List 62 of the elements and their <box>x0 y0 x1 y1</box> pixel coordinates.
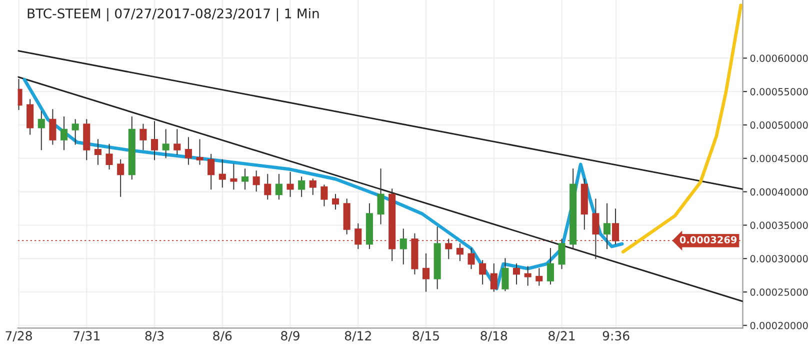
candlestick <box>241 168 249 190</box>
x-tick-label: 8/9 <box>281 331 300 342</box>
candlestick <box>94 139 102 165</box>
candlestick <box>140 124 147 150</box>
y-tick-label: 0.00030000 <box>750 255 808 262</box>
x-tick-label: 8/3 <box>145 331 164 342</box>
candlestick <box>320 184 328 206</box>
candlestick <box>286 172 294 197</box>
candlestick <box>49 109 56 145</box>
text: BTC-STEEM | 07/27/2017-08/23/2017 | 1 Min <box>28 8 319 22</box>
candlestick <box>275 174 282 200</box>
candlestick <box>162 129 170 158</box>
candlestick <box>106 144 113 170</box>
y-tick-label: 0.00040000 <box>750 188 808 196</box>
candlestick <box>196 139 204 165</box>
ref-line-label: 0.0003269 <box>680 236 737 244</box>
candlestick <box>252 170 260 192</box>
x-tick-label: 8/21 <box>548 331 575 342</box>
y-tick-label: 0.00020000 <box>750 322 808 330</box>
candlestick <box>502 258 509 292</box>
candlestick <box>184 137 192 165</box>
y-tick-label: 0.00050000 <box>750 121 808 129</box>
x-tick-label: 7/31 <box>74 331 100 342</box>
candlestick <box>546 248 554 284</box>
y-tick-label: 0.00045000 <box>750 154 808 162</box>
candlestick <box>512 263 520 284</box>
candlestick <box>174 129 181 155</box>
y-tick-label: 0.00025000 <box>750 288 808 296</box>
y-tick-label: 0.00060000 <box>750 54 808 62</box>
candlestick <box>264 174 272 200</box>
candlestick <box>230 164 238 190</box>
candlestick <box>60 116 68 150</box>
candlestick <box>558 238 566 270</box>
candlestick <box>479 260 486 284</box>
candlestick <box>377 168 384 224</box>
x-tick-label: 7/28 <box>6 331 32 342</box>
candlestick <box>456 243 464 262</box>
candlestick <box>72 119 79 145</box>
candlestick <box>26 99 34 135</box>
x-tick-label: 8/12 <box>344 331 371 342</box>
y-tick-label: 0.00055000 <box>750 88 808 96</box>
candlestick <box>422 253 430 292</box>
candlestick <box>208 154 215 190</box>
candlestick <box>400 228 407 264</box>
candlestick <box>332 194 340 210</box>
candlestick <box>536 268 543 286</box>
candlestick <box>309 178 316 195</box>
y-tick-label: 0.00035000 <box>750 222 808 229</box>
candlestick <box>38 111 45 150</box>
candlestick <box>490 263 498 292</box>
candlestick <box>524 266 532 286</box>
candlestick <box>150 121 158 160</box>
x-tick-label: 8/15 <box>412 331 439 342</box>
candlestick <box>603 203 611 250</box>
x-tick-label: 9:36 <box>602 331 630 341</box>
candlestick <box>468 248 475 270</box>
candlestick <box>117 159 124 197</box>
candlestick <box>298 176 306 197</box>
candlestick <box>218 159 226 188</box>
x-tick-label: 8/6 <box>213 331 232 342</box>
x-tick-label: 8/18 <box>480 331 508 342</box>
line-series <box>621 4 743 254</box>
